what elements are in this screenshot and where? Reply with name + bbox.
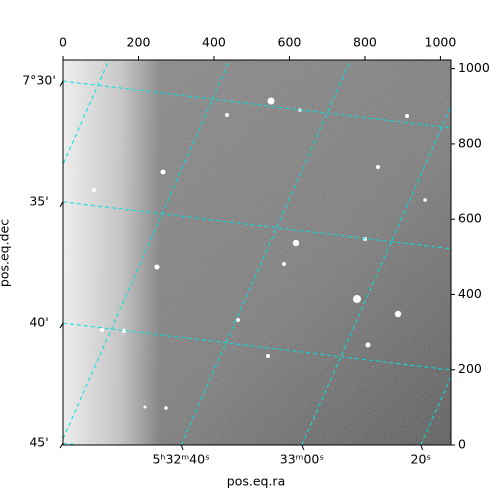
ra-tick (180, 444, 184, 451)
grid-line (63, 201, 451, 250)
ra-tick (301, 444, 305, 451)
dec-tick (59, 80, 64, 87)
dec-tick-label: 40' (29, 315, 48, 330)
y-axis-label: pos.eq.dec (0, 219, 12, 287)
y-tick-label: 800 (458, 135, 482, 150)
grid-line (420, 375, 451, 445)
grid (63, 60, 451, 445)
ra-tick (420, 444, 424, 451)
grid-line (180, 60, 351, 445)
x-tick-label: 800 (353, 35, 377, 50)
dec-tick-label: 35' (29, 193, 48, 208)
x-axis-label: pos.eq.ra (227, 474, 285, 489)
ra-tick-label: 5ʰ32ᵐ40ˢ (152, 452, 209, 467)
image (63, 60, 451, 445)
grid-line (63, 60, 231, 441)
x-tick-label: 0 (59, 35, 67, 50)
ra-tick-label: 33ᵐ00ˢ (280, 452, 324, 467)
grid-line (63, 322, 451, 371)
x-tick-label: 400 (202, 35, 226, 50)
y-tick-label: 1000 (458, 60, 490, 75)
x-tick-label: 600 (278, 35, 302, 50)
y-tick-label: 200 (458, 361, 482, 376)
grid-line (63, 80, 451, 129)
x-tick-label: 1000 (425, 35, 457, 50)
grid-line (301, 104, 451, 445)
frame (62, 59, 452, 446)
dec-tick-label: 7°30' (22, 73, 56, 88)
dec-tick (59, 201, 64, 208)
y-tick-label: 400 (458, 286, 482, 301)
dec-tick (59, 322, 64, 329)
dec-tick (59, 442, 64, 449)
grid-line (63, 60, 110, 166)
y-tick-label: 0 (458, 437, 466, 452)
dec-tick-label: 45' (29, 435, 48, 450)
y-tick-label: 600 (458, 211, 482, 226)
ra-tick-label: 20ˢ (411, 452, 432, 467)
x-tick-label: 200 (127, 35, 151, 50)
